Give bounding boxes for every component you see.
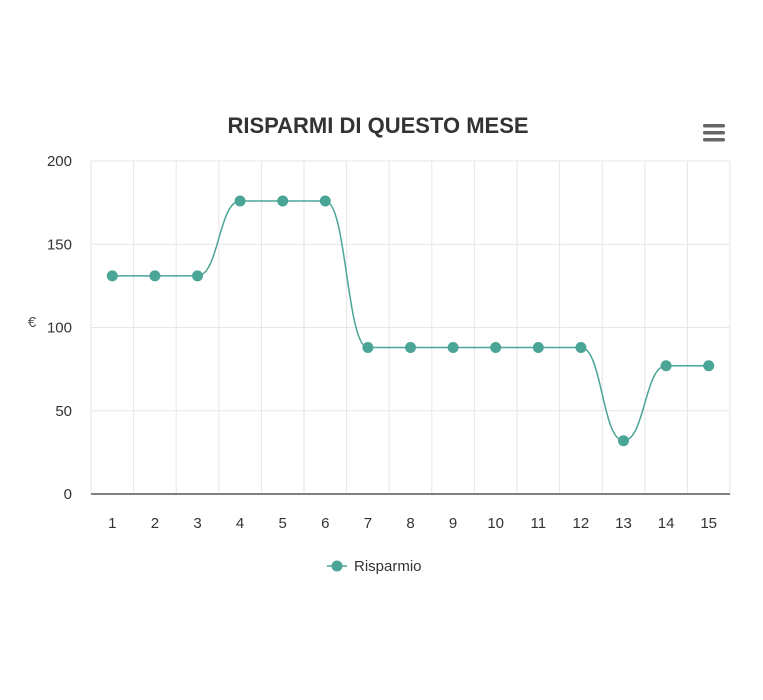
x-tick-label: 2 bbox=[151, 515, 159, 532]
chart-title: RISPARMI DI QUESTO MESE bbox=[227, 113, 528, 138]
grid bbox=[90, 160, 731, 495]
x-tick-label: 13 bbox=[615, 515, 632, 532]
data-point[interactable] bbox=[618, 435, 629, 447]
x-tick-label: 5 bbox=[279, 515, 287, 532]
x-tick-label: 10 bbox=[487, 515, 504, 532]
x-tick-label: 14 bbox=[658, 515, 675, 532]
data-point[interactable] bbox=[575, 341, 587, 353]
data-point[interactable] bbox=[106, 270, 118, 282]
data-point[interactable] bbox=[149, 270, 161, 282]
y-axis-label: € bbox=[28, 314, 37, 331]
series-line-risparmio bbox=[112, 200, 709, 442]
y-tick-label: 100 bbox=[47, 320, 72, 337]
x-tick-label: 3 bbox=[193, 515, 201, 532]
y-tick-label: 50 bbox=[55, 403, 72, 420]
x-tick-label: 12 bbox=[573, 515, 590, 532]
data-point[interactable] bbox=[532, 341, 544, 353]
y-axis-ticks: 0 50 100 150 200 bbox=[47, 153, 72, 503]
x-tick-label: 8 bbox=[406, 515, 414, 532]
data-point[interactable] bbox=[660, 360, 672, 372]
x-tick-label: 9 bbox=[449, 515, 457, 532]
x-tick-label: 4 bbox=[236, 515, 244, 532]
x-tick-label: 1 bbox=[108, 515, 116, 532]
legend-marker bbox=[331, 560, 343, 572]
x-axis-ticks: 1 2 3 4 5 6 7 8 9 10 11 12 13 14 15 bbox=[108, 515, 717, 532]
x-tick-label: 15 bbox=[700, 515, 717, 532]
data-point[interactable] bbox=[362, 341, 374, 353]
data-point[interactable] bbox=[703, 360, 715, 372]
data-point[interactable] bbox=[447, 341, 459, 353]
series-points bbox=[106, 195, 715, 447]
data-point[interactable] bbox=[192, 270, 203, 282]
data-point[interactable] bbox=[319, 195, 331, 207]
x-tick-label: 11 bbox=[531, 515, 547, 532]
chart-menu-button[interactable] bbox=[700, 118, 728, 146]
y-tick-label: 200 bbox=[47, 153, 72, 170]
hamburger-menu-icon bbox=[703, 124, 725, 142]
data-point[interactable] bbox=[277, 195, 289, 207]
legend-label: Risparmio bbox=[354, 558, 422, 575]
x-tick-label: 6 bbox=[321, 515, 329, 532]
data-point[interactable] bbox=[490, 341, 502, 353]
legend-item-risparmio[interactable]: Risparmio bbox=[327, 558, 422, 575]
data-point[interactable] bbox=[405, 341, 416, 353]
y-tick-label: 0 bbox=[64, 486, 72, 503]
y-tick-label: 150 bbox=[47, 236, 72, 253]
data-point[interactable] bbox=[234, 195, 246, 207]
x-tick-label: 7 bbox=[364, 515, 372, 532]
